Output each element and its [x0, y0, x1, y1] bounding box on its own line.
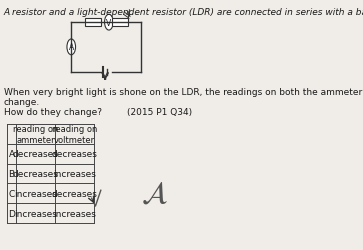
Text: V: V [106, 18, 111, 28]
Text: increases: increases [53, 169, 96, 178]
Text: decreases: decreases [13, 169, 59, 178]
Text: When very bright light is shone on the LDR, the readings on both the ammeter and: When very bright light is shone on the L… [4, 88, 363, 97]
Text: increases: increases [15, 189, 57, 198]
Text: reading on
ammeter: reading on ammeter [13, 125, 58, 144]
Text: A resistor and a light-dependent resistor (LDR) are connected in series with a b: A resistor and a light-dependent resisto… [4, 8, 363, 17]
Text: decreases: decreases [52, 189, 97, 198]
Circle shape [67, 40, 76, 56]
Text: increases: increases [15, 209, 57, 218]
Text: (2015 P1 Q34): (2015 P1 Q34) [127, 108, 192, 117]
Text: $\mathcal{A}$: $\mathcal{A}$ [141, 179, 168, 208]
Text: A: A [9, 150, 15, 158]
Text: decreases: decreases [13, 150, 59, 158]
Text: D: D [8, 209, 15, 218]
Text: increases: increases [53, 209, 96, 218]
Text: C: C [8, 189, 15, 198]
Text: change.: change. [4, 98, 40, 107]
Text: reading on
voltmeter: reading on voltmeter [52, 125, 97, 144]
Text: decreases: decreases [52, 150, 97, 158]
Text: How do they change?: How do they change? [4, 108, 102, 117]
Text: A: A [69, 43, 74, 52]
Text: B: B [9, 169, 15, 178]
Bar [111, 19, 128, 27]
Bar [85, 19, 101, 27]
Circle shape [105, 15, 113, 31]
